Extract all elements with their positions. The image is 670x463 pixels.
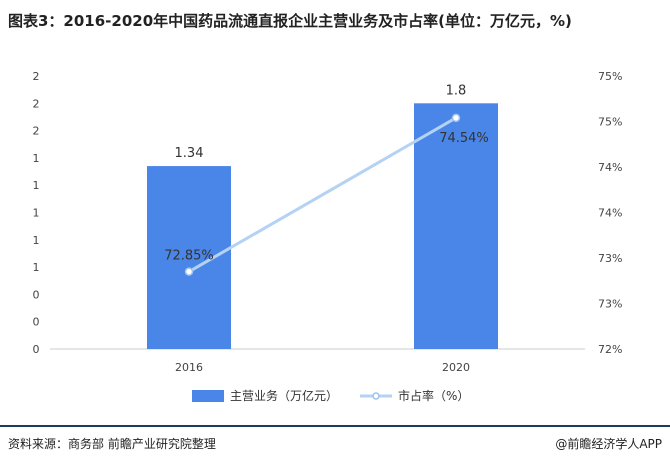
line-series: 72.85% 74.54% [164,113,489,276]
bar-series: 1.34 1.8 [147,83,498,349]
legend-label: 市占率（%） [398,388,469,403]
left-tick-label: 2 [33,125,40,138]
bar [414,103,498,349]
legend: 主营业务（万亿元） 市占率（%） [192,388,469,403]
chart-title: 图表3：2016-2020年中国药品流通直报企业主营业务及市占率(单位：万亿元，… [8,12,572,30]
left-tick-label: 1 [33,261,40,274]
x-tick-label: 2020 [442,361,470,374]
left-tick-label: 2 [33,70,40,83]
x-tick-label: 2016 [175,361,203,374]
left-tick-label: 0 [33,316,40,329]
right-tick-label: 73% [598,252,622,265]
line-point [451,113,461,123]
left-tick-label: 1 [33,179,40,192]
left-tick-label: 1 [33,234,40,247]
left-tick-label: 0 [33,343,40,356]
left-tick-label: 1 [33,152,40,165]
left-tick-label: 0 [33,288,40,301]
line-data-label: 72.85% [164,249,214,264]
legend-swatch-point [372,392,380,400]
x-axis-ticks: 2016 2020 [175,361,470,374]
legend-swatch-bar [192,390,224,402]
legend-label: 主营业务（万亿元） [230,388,338,403]
series-line [188,116,457,273]
footer: 资料来源：商务部 前瞻产业研究院整理 @前瞻经济学人APP [0,425,670,463]
bar-data-label: 1.34 [175,146,204,161]
bar [147,166,231,349]
left-tick-label: 2 [33,97,40,110]
right-tick-label: 74% [598,161,622,174]
right-tick-label: 74% [598,207,622,220]
left-axis: 0 0 0 1 1 1 1 1 2 2 2 [33,70,40,356]
right-axis: 72% 73% 73% 74% 74% 75% 75% [598,70,622,356]
right-tick-label: 72% [598,343,622,356]
app-credit: @前瞻经济学人APP [555,437,662,451]
source-note: 资料来源：商务部 前瞻产业研究院整理 [8,437,216,451]
line-point [184,267,194,276]
left-tick-label: 1 [33,207,40,220]
right-tick-label: 73% [598,298,622,311]
right-tick-label: 75% [598,70,622,83]
right-tick-label: 75% [598,116,622,129]
bar-data-label: 1.8 [446,83,467,98]
line-data-label: 74.54% [439,131,489,146]
